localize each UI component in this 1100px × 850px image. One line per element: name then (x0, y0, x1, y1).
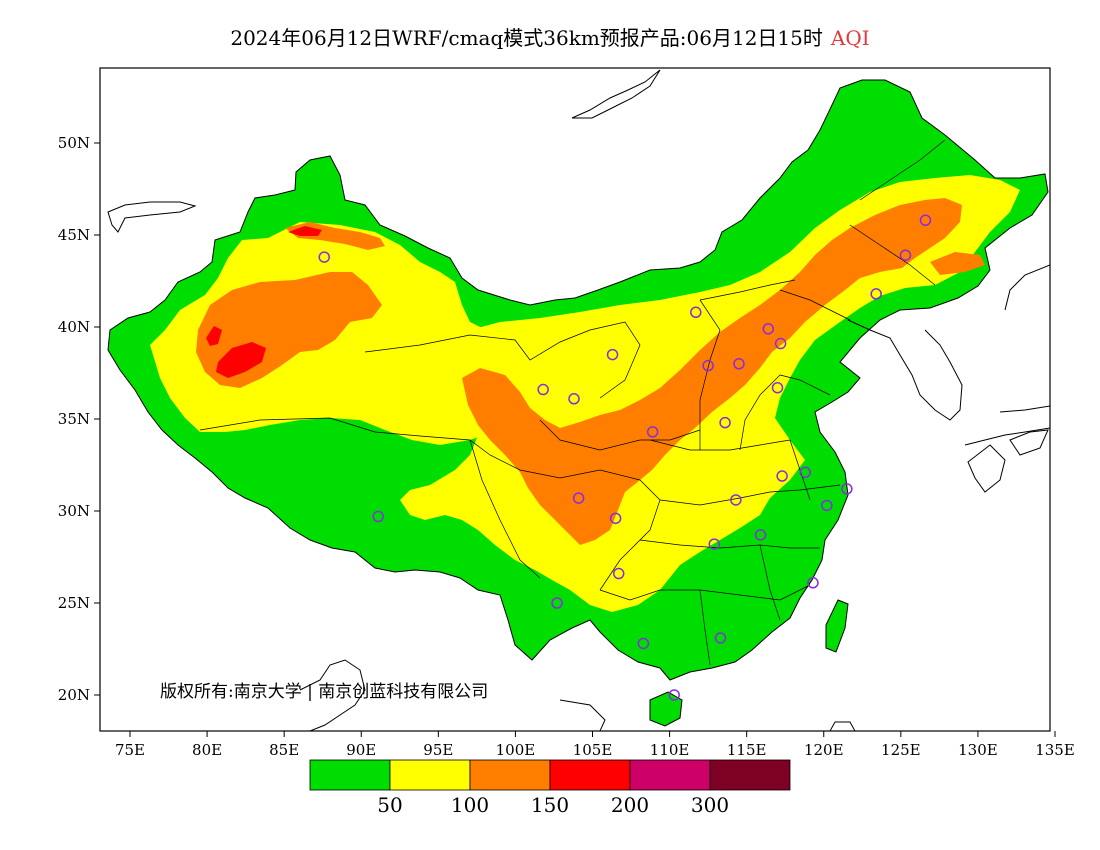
colorbar-swatch (309, 759, 391, 791)
station-marker (733, 358, 745, 370)
aqi-region-unhealthy-tianshan (288, 226, 322, 236)
lat-tick-label: 35N (58, 410, 90, 428)
lon-tick-label: 105E (573, 741, 613, 759)
colorbar-threshold-label: 200 (611, 793, 649, 817)
station-marker (609, 512, 622, 525)
lon-tick-label: 85E (269, 741, 299, 759)
aqi-region-unhealthy-tarim (216, 342, 266, 378)
colorbar-threshold-label: 50 (377, 793, 402, 817)
map-area (107, 69, 1050, 731)
longitude-axis: 75E 80E 85E 90E 95E 100E 105E 110E 115E 120E 125E 1… (115, 731, 1075, 759)
station-marker (572, 492, 585, 504)
station-marker (899, 249, 912, 261)
colorbar-swatch (629, 759, 711, 791)
station-marker (668, 689, 680, 701)
lon-tick-label: 115E (727, 741, 767, 759)
station-marker (821, 499, 833, 512)
lat-tick-label: 20N (58, 686, 90, 704)
station-marker (708, 538, 721, 550)
lon-tick-label: 80E (192, 741, 222, 759)
station-markers (318, 214, 932, 701)
aqi-colorbar-labels: 50 100 150 200 300 (377, 793, 729, 817)
station-marker (551, 597, 563, 609)
station-marker (714, 632, 727, 644)
lon-tick-label: 100E (496, 741, 536, 759)
lat-tick-label: 30N (58, 502, 90, 520)
station-marker (807, 577, 819, 589)
colorbar-swatch (549, 759, 631, 791)
map-frame (99, 67, 1051, 732)
station-marker (919, 214, 932, 227)
station-marker (702, 359, 714, 372)
aqi-region-unhealthy-tarim-west (206, 326, 222, 346)
copyright-text: 版权所有:南京大学 | 南京创蓝科技有限公司 (160, 682, 488, 702)
colorbar-swatch (709, 759, 791, 791)
station-marker (690, 306, 702, 319)
station-marker (606, 348, 619, 361)
lat-tick-label: 50N (58, 134, 90, 152)
station-marker (841, 483, 853, 495)
hainan-outline (649, 691, 683, 727)
province-boundaries (199, 139, 946, 666)
station-marker (870, 288, 882, 300)
aqi-region-usg-central (462, 198, 962, 545)
station-marker (646, 426, 659, 438)
station-marker (776, 470, 788, 482)
colorbar-swatch (469, 759, 551, 791)
station-marker (774, 337, 787, 350)
station-marker (637, 637, 650, 650)
latitude-axis: 50N 45N 40N 35N 30N 25N 20N (58, 134, 100, 704)
station-marker (799, 466, 812, 479)
aqi-region-taiwan (826, 600, 848, 652)
map-title: 2024年06月12日WRF/cmaq模式36km预报产品:06月12日15时 A… (0, 22, 1100, 51)
aqi-region-usg-northeast-tail (930, 252, 985, 275)
station-marker (372, 510, 384, 523)
lat-tick-label: 40N (58, 318, 90, 336)
colorbar-threshold-label: 300 (691, 793, 729, 817)
station-marker (318, 251, 331, 263)
lon-tick-label: 125E (881, 741, 921, 759)
lon-tick-label: 95E (423, 741, 453, 759)
lon-tick-label: 110E (650, 741, 690, 759)
station-marker (754, 529, 767, 541)
station-marker (719, 416, 731, 429)
lon-tick-label: 135E (1035, 741, 1075, 759)
title-main: 2024年06月12日WRF/cmaq模式36km预报产品:06月12日15时 (230, 26, 823, 50)
colorbar-threshold-label: 150 (531, 793, 569, 817)
title-variable: AQI (830, 26, 870, 50)
station-marker (771, 381, 784, 394)
taiwan-outline (825, 599, 849, 653)
station-marker (612, 567, 625, 580)
lon-tick-label: 90E (346, 741, 376, 759)
colorbar-swatch (389, 759, 471, 791)
colorbar-threshold-label: 100 (451, 793, 489, 817)
lon-tick-label: 75E (115, 741, 145, 759)
lat-tick-label: 45N (58, 226, 90, 244)
neighbor-coastlines (107, 69, 1050, 731)
aqi-colorbar (309, 759, 791, 791)
station-marker (730, 494, 742, 506)
national-boundary (107, 79, 1049, 681)
station-marker (762, 323, 775, 335)
lon-tick-label: 120E (804, 741, 844, 759)
station-marker (537, 383, 549, 396)
lon-tick-label: 130E (958, 741, 998, 759)
station-marker (568, 393, 580, 405)
lat-tick-label: 25N (58, 594, 90, 612)
